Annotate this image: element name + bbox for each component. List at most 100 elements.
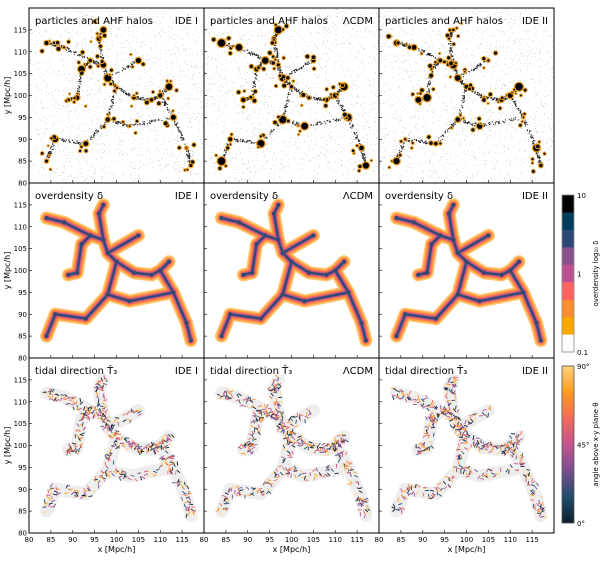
particle [353, 169, 354, 170]
particle [91, 38, 92, 39]
particle [357, 97, 358, 98]
particle [191, 62, 192, 63]
halo [98, 44, 102, 48]
particle [365, 79, 366, 80]
particle [78, 89, 79, 90]
particle [372, 31, 373, 32]
particle [189, 98, 190, 99]
particle [105, 69, 106, 70]
particle [239, 148, 240, 149]
halo [253, 89, 257, 93]
particle [147, 123, 148, 124]
particle [141, 151, 142, 152]
particle [96, 153, 97, 154]
particle [326, 145, 327, 146]
particle [343, 148, 344, 149]
particle [262, 161, 263, 162]
particle [437, 34, 438, 35]
particle [197, 61, 198, 62]
particle [372, 149, 373, 150]
particle [169, 31, 170, 32]
particle [105, 55, 106, 56]
particle [315, 143, 316, 144]
particle [341, 20, 342, 21]
particle [76, 111, 77, 112]
particle [75, 143, 76, 144]
particle [179, 130, 180, 131]
particle [67, 104, 68, 105]
particle [227, 51, 228, 52]
particle [72, 140, 73, 141]
particle [190, 174, 191, 175]
particle [239, 172, 240, 173]
particle [280, 164, 281, 165]
particle [112, 105, 113, 106]
particle [271, 131, 272, 132]
particle [128, 35, 129, 36]
particle [212, 149, 213, 150]
particle [52, 52, 53, 53]
particle [279, 110, 280, 111]
particle [205, 49, 206, 50]
y-tick-label: 105 [14, 70, 27, 78]
particle [436, 92, 437, 93]
particle [99, 136, 100, 137]
particle [80, 33, 81, 34]
particle [46, 32, 47, 33]
particle [93, 72, 94, 73]
halo [330, 93, 333, 96]
particle [99, 127, 100, 128]
particle [122, 173, 123, 174]
particle [374, 134, 375, 135]
particle [155, 58, 156, 59]
particle [316, 32, 317, 33]
particle [227, 63, 228, 64]
particle [115, 64, 116, 65]
particle [359, 54, 360, 55]
particle [386, 33, 387, 34]
halo [73, 96, 76, 99]
particle [290, 83, 291, 84]
particle [34, 154, 35, 155]
particle [160, 74, 161, 75]
particle [85, 44, 86, 45]
particle [178, 141, 179, 142]
particle [149, 82, 150, 83]
particle [229, 91, 230, 92]
particle [324, 131, 325, 132]
particle [374, 151, 375, 152]
particle [295, 89, 296, 90]
particle [47, 128, 48, 129]
particle [292, 130, 293, 131]
particle [142, 95, 143, 96]
halo [340, 83, 344, 87]
particle [115, 175, 116, 176]
particle [317, 156, 318, 157]
particle [91, 176, 92, 177]
particle [307, 155, 308, 156]
particle [105, 42, 106, 43]
particle [127, 11, 128, 12]
particle [64, 75, 65, 76]
particle [361, 139, 362, 140]
particle [310, 42, 311, 43]
particle [336, 118, 337, 119]
particle [274, 165, 275, 166]
halo [135, 57, 141, 63]
particle [159, 151, 160, 152]
particle [220, 102, 221, 103]
particle [173, 80, 174, 81]
particle [69, 80, 70, 81]
particle [100, 125, 101, 126]
particle [149, 13, 150, 14]
particle [313, 157, 314, 158]
particle [42, 174, 43, 175]
y-axis-label: y [Mpc/h] [3, 77, 12, 115]
particle [68, 38, 69, 39]
particle [163, 129, 164, 130]
particle [113, 175, 114, 176]
particle [106, 68, 107, 69]
particle [354, 133, 355, 134]
particle [217, 108, 218, 109]
particle [203, 173, 204, 174]
